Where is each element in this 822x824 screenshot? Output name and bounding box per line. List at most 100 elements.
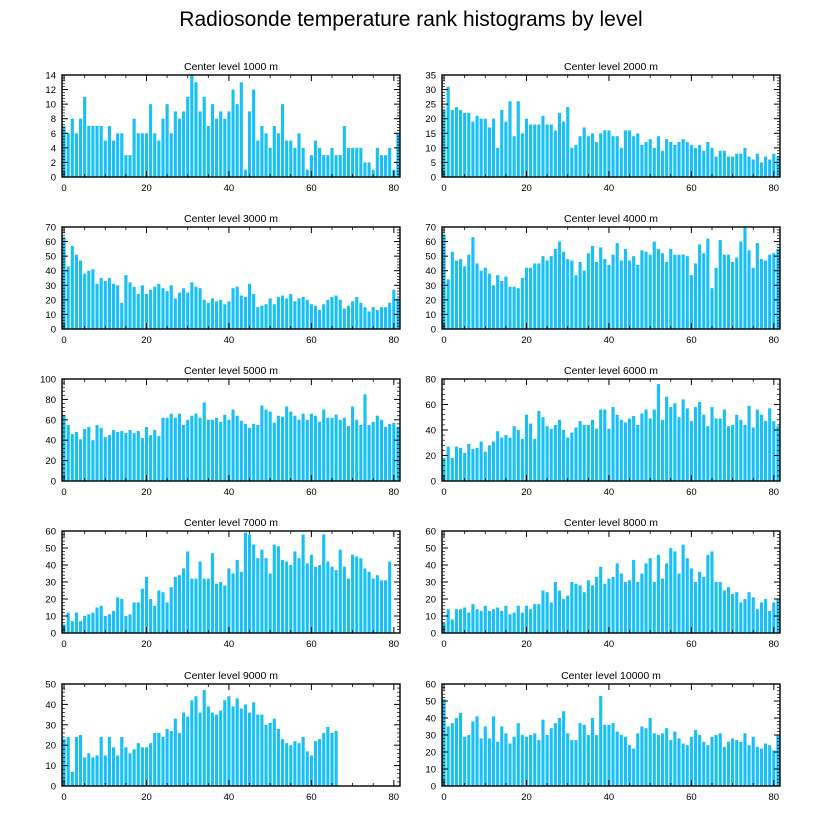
y-tick-label: 0 <box>51 477 56 488</box>
x-tick-label: 0 <box>441 639 446 650</box>
histogram-bar <box>297 133 301 177</box>
histogram-bar <box>239 82 243 177</box>
histogram-bar <box>243 296 247 329</box>
y-tick-label: 20 <box>45 595 56 606</box>
histogram-bar <box>83 428 87 481</box>
histogram-bar <box>702 253 706 329</box>
x-tick-label: 0 <box>61 487 66 498</box>
histogram-bar <box>512 612 516 633</box>
histogram-bar <box>537 410 541 482</box>
histogram-bar <box>652 733 656 786</box>
histogram-bar <box>301 737 305 786</box>
y-tick-label: 60 <box>425 237 436 248</box>
histogram-bar <box>693 147 698 177</box>
x-tick-label: 80 <box>769 335 780 346</box>
histogram-bar <box>772 253 776 329</box>
histogram-bar <box>231 409 235 481</box>
histogram-bar <box>194 696 198 786</box>
histogram-bar <box>751 427 755 481</box>
histogram-bar <box>702 576 706 633</box>
histogram-bar <box>140 747 144 786</box>
histogram-bar <box>656 735 660 786</box>
histogram-bar <box>326 299 330 329</box>
histogram-bar <box>500 437 504 481</box>
histogram-bar <box>157 283 161 329</box>
histogram-bar <box>529 267 533 329</box>
y-tick-label: 30 <box>45 578 56 589</box>
histogram-bar <box>479 441 483 481</box>
histogram-bar <box>264 724 268 786</box>
histogram-bar <box>74 254 78 329</box>
histogram-bar <box>595 428 599 481</box>
y-tick-label: 30 <box>45 281 56 292</box>
histogram-bar <box>677 573 681 633</box>
y-tick-label: 60 <box>45 415 56 426</box>
histogram-bar <box>660 419 665 481</box>
histogram-bar <box>768 159 772 177</box>
histogram-bar <box>504 121 508 177</box>
histogram-bar <box>553 130 557 177</box>
histogram-bar <box>467 444 471 481</box>
histogram-bar <box>83 757 87 786</box>
histogram-bar <box>722 746 726 786</box>
histogram-bar <box>463 452 467 481</box>
histogram-bar <box>169 587 173 633</box>
histogram-bar <box>698 401 702 481</box>
histogram-bar <box>280 559 285 633</box>
histogram-bar <box>124 155 128 177</box>
histogram-bar <box>768 610 772 633</box>
histogram-bar <box>623 582 627 633</box>
histogram-bar <box>665 728 669 786</box>
histogram-bar <box>508 437 512 481</box>
histogram-bar <box>619 147 623 177</box>
histogram-bar <box>91 612 95 633</box>
histogram-bar <box>124 747 128 786</box>
histogram-bar <box>772 421 776 481</box>
histogram-bar <box>586 580 590 633</box>
histogram-bar <box>66 424 70 481</box>
histogram-bar <box>751 159 755 177</box>
histogram-bar <box>293 551 297 633</box>
histogram-bar <box>627 580 632 633</box>
y-tick-label: 0 <box>51 782 56 793</box>
histogram-bar <box>107 737 111 786</box>
histogram-bar <box>136 133 140 177</box>
histogram-bar <box>140 588 144 633</box>
histogram-bar <box>351 147 355 177</box>
histogram-bar <box>722 150 726 177</box>
histogram-bar <box>149 599 153 633</box>
histogram-bar <box>116 133 120 177</box>
histogram-bar <box>652 409 656 481</box>
histogram-bar <box>755 153 759 177</box>
panel-frame <box>61 74 401 178</box>
histogram-bar <box>87 753 91 786</box>
histogram-bar <box>665 261 669 329</box>
histogram-bar <box>198 288 202 329</box>
histogram-bar <box>190 700 194 786</box>
histogram-bar <box>496 741 500 786</box>
panel-title: Center level 9000 m <box>184 670 278 682</box>
histogram-bar <box>627 418 632 481</box>
y-tick-label: 2 <box>51 158 56 169</box>
histogram-bar <box>235 559 239 633</box>
histogram-bar <box>652 241 656 329</box>
histogram-bar <box>99 126 103 177</box>
histogram-bar <box>338 155 342 177</box>
histogram-bar <box>739 153 743 177</box>
histogram-bar <box>384 155 388 177</box>
y-tick-label: 50 <box>425 252 436 263</box>
y-tick-label: 0 <box>431 782 436 793</box>
histogram-bar <box>483 267 487 329</box>
histogram-bar <box>751 736 755 786</box>
x-tick-label: 80 <box>389 792 400 803</box>
histogram-bar <box>450 251 454 329</box>
histogram-bar <box>619 735 623 786</box>
histogram-bar <box>318 310 322 329</box>
histogram-bar <box>78 735 83 786</box>
x-tick-label: 60 <box>306 639 317 650</box>
histogram-bar <box>685 142 689 177</box>
histogram-bar <box>367 311 371 329</box>
histogram-bar <box>388 423 392 481</box>
histogram-bar <box>479 270 483 329</box>
histogram-bar <box>301 147 305 177</box>
